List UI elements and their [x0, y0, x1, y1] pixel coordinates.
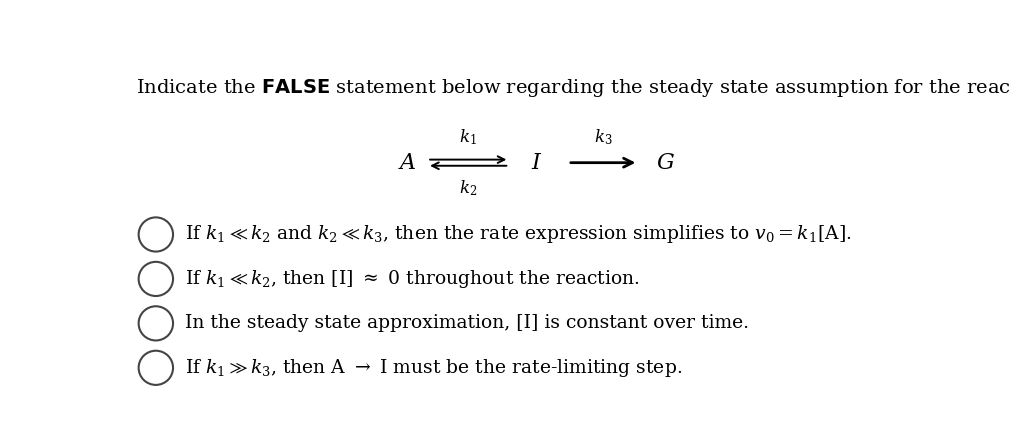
Text: If $k_1 \ll k_2$, then [I] $\approx$ 0 throughout the reaction.: If $k_1 \ll k_2$, then [I] $\approx$ 0 t…	[185, 268, 640, 290]
Text: $G$: $G$	[656, 153, 675, 173]
Text: $k_1$: $k_1$	[459, 127, 477, 147]
Text: If $k_1 \ll k_2$ and $k_2 \ll k_3$, then the rate expression simplifies to $v_0 : If $k_1 \ll k_2$ and $k_2 \ll k_3$, then…	[185, 223, 852, 246]
Text: $k_3$: $k_3$	[594, 127, 612, 147]
Text: If $k_1 \gg k_3$, then A $\rightarrow$ I must be the rate-limiting step.: If $k_1 \gg k_3$, then A $\rightarrow$ I…	[185, 357, 682, 379]
Text: $A$: $A$	[399, 153, 417, 173]
Text: $k_2$: $k_2$	[459, 178, 477, 198]
Text: $I$: $I$	[531, 153, 543, 173]
Text: In the steady state approximation, [I] is constant over time.: In the steady state approximation, [I] i…	[185, 314, 749, 333]
Text: Indicate the $\mathbf{FALSE}$ statement below regarding the steady state assumpt: Indicate the $\mathbf{FALSE}$ statement …	[135, 77, 1009, 99]
